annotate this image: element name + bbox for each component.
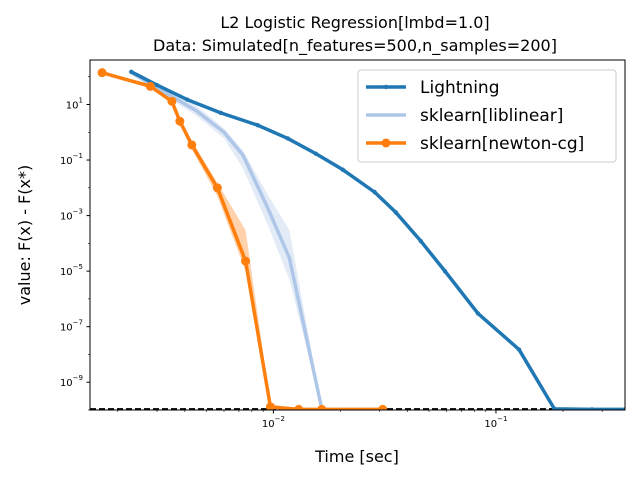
- band-sklearn-liblinear: [131, 70, 322, 409]
- data-point-sklearn-newton-cg: [317, 404, 327, 410]
- data-point-lightning: [129, 69, 134, 75]
- legend-box: [357, 69, 617, 163]
- y-axis-label: value: F(x) - F(x*): [15, 165, 34, 305]
- data-point-lightning: [184, 97, 190, 102]
- data-point-sklearn-newton-cg: [241, 256, 251, 266]
- x-axis: 10−2 10−1: [117, 410, 603, 430]
- data-point-lightning: [516, 347, 522, 352]
- chart-title-line1: L2 Logistic Regression[lmbd=1.0]: [220, 13, 489, 32]
- x-axis-label: Time [sec]: [314, 447, 399, 466]
- data-point-sklearn-newton-cg: [97, 68, 107, 78]
- band-sklearn-newton-cg: [102, 71, 383, 410]
- legend-label-lightning: Lightning: [420, 78, 500, 98]
- data-point-lightning: [218, 110, 223, 116]
- y-tick-label: 10−7: [60, 319, 83, 334]
- data-point-lightning: [313, 151, 318, 156]
- marker-layer: [97, 68, 625, 410]
- plot-frame: [89, 59, 626, 411]
- data-point-sklearn-newton-cg: [265, 402, 275, 410]
- data-point-sklearn-newton-cg: [145, 81, 155, 91]
- data-point-sklearn-newton-cg: [378, 404, 388, 410]
- data-point-lightning: [340, 167, 345, 172]
- data-point-sklearn-newton-cg: [294, 404, 304, 410]
- data-point-sklearn-newton-cg: [167, 96, 177, 106]
- data-point-lightning: [475, 311, 481, 316]
- data-point-lightning: [622, 407, 625, 410]
- data-point-lightning: [154, 82, 160, 88]
- chart-title-line2: Data: Simulated[n_features=500,n_samples…: [153, 36, 557, 56]
- y-tick-label: 10−3: [60, 208, 83, 223]
- x-tick-label: 10−2: [262, 415, 285, 430]
- y-tick-label: 10−9: [60, 374, 83, 389]
- data-point-lightning: [442, 268, 448, 274]
- series-line-sklearn-liblinear: [129, 70, 324, 410]
- legend-label-sklearn-newton-cg: sklearn[newton-cg]: [420, 134, 584, 154]
- data-point-lightning: [255, 122, 260, 128]
- legend-marker-sklearn-newton-cg: [381, 138, 391, 148]
- data-point-sklearn-newton-cg: [187, 140, 197, 150]
- data-point-lightning: [285, 136, 290, 141]
- y-axis: 10−9 10−7 10−5 10−3 10−1 101: [60, 76, 90, 411]
- legend: Lightning sklearn[liblinear] sklearn[newto…: [357, 69, 617, 163]
- data-point-sklearn-newton-cg: [212, 183, 222, 193]
- data-point-lightning: [372, 189, 377, 195]
- x-tick-label: 10−1: [484, 415, 507, 430]
- y-tick-label: 10−1: [60, 152, 83, 167]
- legend-label-sklearn-liblinear: sklearn[liblinear]: [420, 106, 563, 126]
- data-point-lightning: [418, 238, 424, 244]
- data-point-sklearn-newton-cg: [175, 116, 185, 126]
- y-tick-label: 101: [66, 96, 83, 111]
- legend-marker-lightning: [383, 84, 389, 90]
- data-point-lightning: [552, 406, 557, 410]
- data-point-lightning: [589, 407, 595, 410]
- data-point-lightning: [393, 210, 399, 215]
- y-tick-label: 10−5: [60, 263, 83, 278]
